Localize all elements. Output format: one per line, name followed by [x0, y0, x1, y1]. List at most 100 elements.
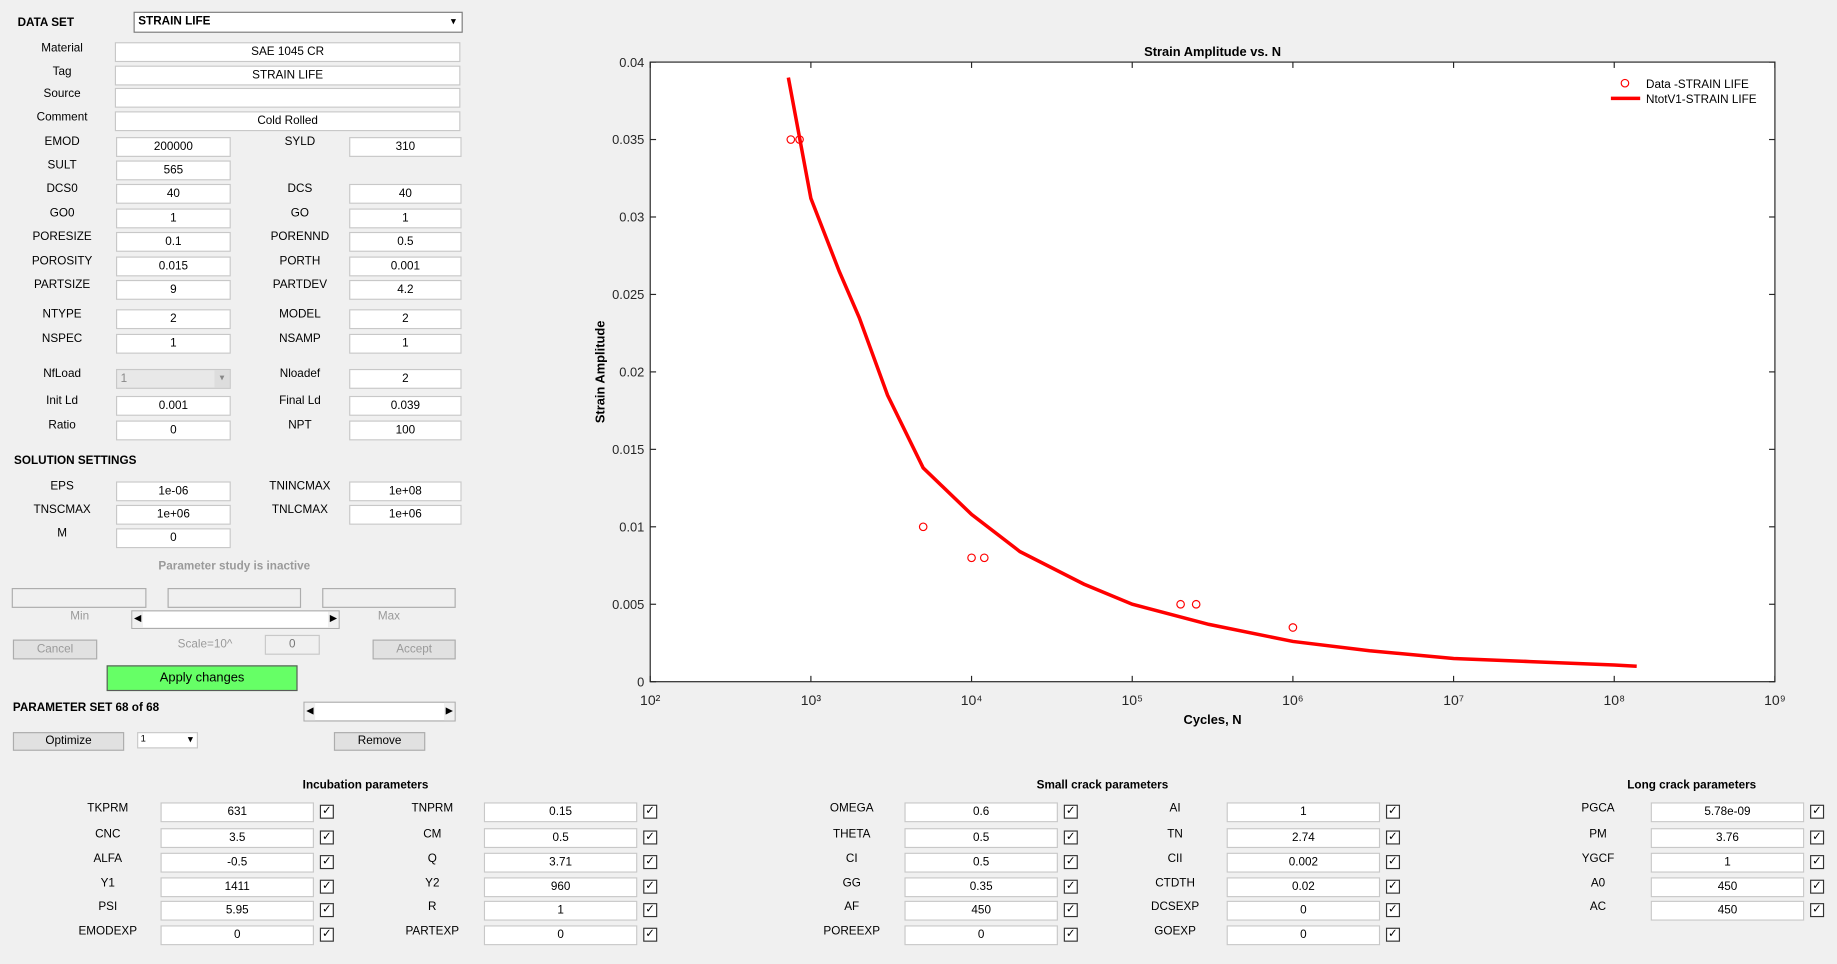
text-input[interactable] — [11, 588, 147, 608]
slider[interactable] — [303, 701, 456, 722]
text-input[interactable]: 1e+06 — [115, 504, 231, 525]
text-input[interactable]: 960 — [483, 877, 638, 898]
text-input[interactable]: 1e+06 — [349, 504, 462, 525]
text-input[interactable]: 0.001 — [349, 256, 462, 277]
text-input[interactable]: 1e+08 — [349, 481, 462, 502]
text-input[interactable]: 1411 — [160, 877, 314, 898]
checkbox[interactable]: ✓ — [1385, 855, 1401, 870]
text-input[interactable]: 5.78e-09 — [1650, 802, 1805, 823]
text-input[interactable]: 5.95 — [160, 900, 314, 921]
checkbox[interactable]: ✓ — [643, 879, 658, 894]
button[interactable]: Cancel — [12, 639, 98, 660]
text-input[interactable]: 0 — [904, 925, 1058, 946]
text-input[interactable]: 9 — [115, 279, 231, 300]
text-input[interactable]: 450 — [1650, 900, 1805, 921]
text-input[interactable]: 3.76 — [1650, 828, 1805, 849]
text-input[interactable]: 0 — [160, 925, 314, 946]
text-input[interactable]: 0.001 — [115, 395, 231, 416]
checkbox[interactable]: ✓ — [1385, 830, 1401, 845]
text-input[interactable]: 310 — [349, 137, 462, 157]
text-input[interactable]: 0 — [115, 528, 231, 549]
text-input[interactable]: 450 — [904, 900, 1058, 921]
text-input[interactable]: 2.74 — [1226, 828, 1381, 849]
text-input[interactable]: 0.5 — [904, 852, 1058, 873]
text-input[interactable]: 0.15 — [483, 802, 638, 823]
checkbox[interactable]: ✓ — [1810, 830, 1825, 845]
text-input[interactable]: 0 — [483, 925, 638, 946]
text-input[interactable]: 0.35 — [904, 877, 1058, 898]
text-input[interactable]: 40 — [115, 183, 231, 204]
checkbox[interactable]: ✓ — [1810, 879, 1825, 894]
text-input[interactable]: 0.002 — [1226, 852, 1381, 873]
checkbox[interactable]: ✓ — [1063, 903, 1078, 918]
text-input[interactable]: 1e-06 — [115, 481, 231, 502]
checkbox[interactable]: ✓ — [319, 830, 334, 845]
checkbox[interactable]: ✓ — [1385, 804, 1401, 819]
text-input[interactable]: 200000 — [115, 137, 231, 157]
checkbox[interactable]: ✓ — [1063, 804, 1078, 819]
text-input[interactable] — [167, 588, 302, 608]
text-input[interactable]: 450 — [1650, 877, 1805, 898]
text-input[interactable]: 1 — [115, 208, 231, 229]
text-input[interactable]: 40 — [349, 183, 462, 204]
checkbox[interactable]: ✓ — [1063, 879, 1078, 894]
text-input[interactable] — [322, 588, 456, 608]
text-input[interactable]: 1 — [483, 900, 638, 921]
text-input[interactable]: 4.2 — [349, 279, 462, 300]
text-input[interactable]: 631 — [160, 802, 314, 823]
text-input[interactable]: 0.015 — [115, 256, 231, 277]
dropdown[interactable]: STRAIN LIFE — [133, 11, 463, 33]
checkbox[interactable]: ✓ — [643, 804, 658, 819]
button[interactable]: Apply changes — [106, 665, 298, 692]
checkbox[interactable]: ✓ — [319, 927, 334, 942]
text-input[interactable]: 1 — [1650, 852, 1805, 873]
checkbox[interactable]: ✓ — [1385, 903, 1401, 918]
text-input[interactable]: 100 — [349, 420, 462, 441]
text-input[interactable]: 1 — [349, 333, 462, 354]
text-input[interactable]: 0.6 — [904, 802, 1058, 823]
text-input[interactable]: 0.5 — [349, 231, 462, 252]
checkbox[interactable]: ✓ — [1063, 927, 1078, 942]
dropdown[interactable]: 1 — [137, 732, 198, 749]
text-input[interactable]: -0.5 — [160, 852, 314, 873]
text-input[interactable]: 0.5 — [483, 828, 638, 849]
checkbox[interactable]: ✓ — [643, 855, 658, 870]
text-input[interactable] — [114, 87, 461, 108]
checkbox[interactable]: ✓ — [319, 804, 334, 819]
text-input[interactable]: 0.5 — [904, 828, 1058, 849]
text-input[interactable]: 0 — [1226, 900, 1381, 921]
checkbox[interactable]: ✓ — [319, 855, 334, 870]
slider[interactable] — [131, 610, 340, 629]
text-input[interactable]: 2 — [349, 309, 462, 330]
text-input[interactable]: 0.039 — [349, 395, 462, 416]
button[interactable]: Optimize — [12, 732, 125, 751]
text-input[interactable]: 1 — [349, 208, 462, 229]
checkbox[interactable]: ✓ — [1810, 804, 1825, 819]
text-input[interactable]: 1 — [1226, 802, 1381, 823]
button[interactable]: Accept — [372, 639, 456, 660]
checkbox[interactable]: ✓ — [1385, 879, 1401, 894]
text-input[interactable]: 0.02 — [1226, 877, 1381, 898]
text-input[interactable]: Cold Rolled — [114, 111, 461, 132]
checkbox[interactable]: ✓ — [319, 879, 334, 894]
text-input[interactable]: 2 — [349, 368, 462, 389]
button[interactable]: Remove — [333, 732, 426, 751]
checkbox[interactable]: ✓ — [1810, 903, 1825, 918]
checkbox[interactable]: ✓ — [643, 830, 658, 845]
checkbox[interactable]: ✓ — [319, 903, 334, 918]
text-input[interactable]: 0 — [1226, 925, 1381, 946]
checkbox[interactable]: ✓ — [1385, 927, 1401, 942]
text-input[interactable]: SAE 1045 CR — [114, 42, 461, 63]
text-input[interactable]: 0 — [264, 634, 320, 655]
checkbox[interactable]: ✓ — [1810, 855, 1825, 870]
text-input[interactable]: STRAIN LIFE — [114, 65, 461, 86]
text-input[interactable]: 565 — [115, 160, 231, 181]
text-input[interactable]: 1 — [115, 333, 231, 354]
checkbox[interactable]: ✓ — [1063, 830, 1078, 845]
checkbox[interactable]: ✓ — [643, 927, 658, 942]
text-input[interactable]: 3.5 — [160, 828, 314, 849]
checkbox[interactable]: ✓ — [643, 903, 658, 918]
text-input[interactable]: 2 — [115, 309, 231, 330]
dropdown[interactable]: 1 — [115, 368, 231, 389]
checkbox[interactable]: ✓ — [1063, 855, 1078, 870]
